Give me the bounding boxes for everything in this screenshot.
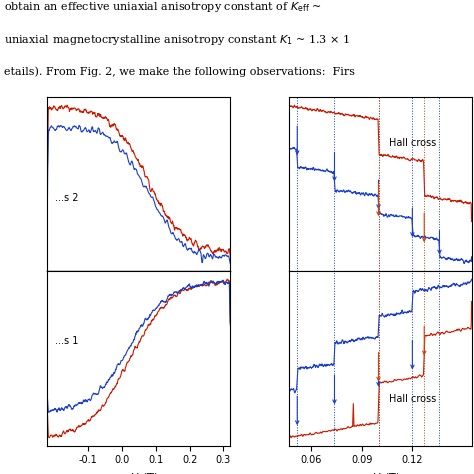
Text: ...s 1: ...s 1 (55, 336, 78, 346)
Text: ...s 2: ...s 2 (55, 193, 78, 203)
Text: obtain an effective uniaxial anisotropy constant of $K_\mathrm{eff}$ ~: obtain an effective uniaxial anisotropy … (4, 0, 321, 14)
Text: etails). From Fig. 2, we make the following observations:  Firs: etails). From Fig. 2, we make the follow… (4, 66, 355, 77)
X-axis label: $\mu_0$H (T): $\mu_0$H (T) (360, 471, 401, 474)
Text: Hall cross: Hall cross (389, 138, 437, 148)
X-axis label: $\mu_0$H (T): $\mu_0$H (T) (118, 471, 159, 474)
Text: uniaxial magnetocrystalline anisotropy constant $K_1$ ~ 1.3 $\times$ 1: uniaxial magnetocrystalline anisotropy c… (4, 33, 350, 47)
Text: Hall cross: Hall cross (389, 394, 437, 404)
